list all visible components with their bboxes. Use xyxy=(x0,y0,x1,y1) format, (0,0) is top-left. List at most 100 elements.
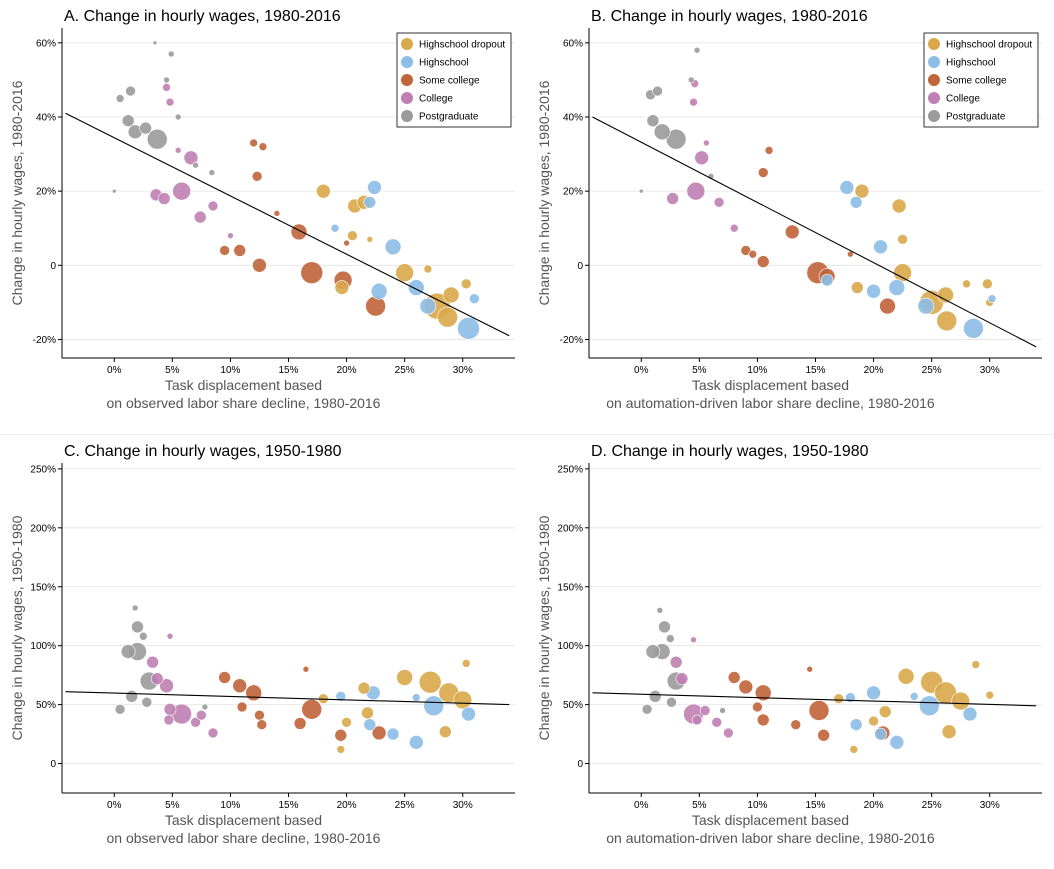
y-tick-label-c-2: 100% xyxy=(30,641,56,652)
point-d-36 xyxy=(971,660,981,669)
x-tick-label-d-0: 0% xyxy=(634,800,649,811)
fit-line-c xyxy=(65,691,510,706)
legend-swatch-b-0 xyxy=(928,38,940,50)
point-b-27 xyxy=(854,183,870,199)
point-d-39 xyxy=(845,692,856,703)
point-c-34 xyxy=(357,681,371,695)
legend-swatch-b-3 xyxy=(928,92,940,104)
panel-d: 0 50% 100% 150% 200% 250% 0% 5% 10% 15% 20% 25% 30% D… xyxy=(527,435,1054,869)
point-c-47 xyxy=(423,695,444,717)
point-c-29 xyxy=(371,725,387,741)
point-a-21 xyxy=(174,147,182,154)
x-tick-label-b-5: 25% xyxy=(922,365,942,376)
point-b-34 xyxy=(936,310,958,332)
point-b-42 xyxy=(866,283,881,299)
point-c-8 xyxy=(131,604,139,612)
point-b-21 xyxy=(764,146,774,155)
x-tick-label-c-6: 30% xyxy=(453,800,473,811)
point-b-7 xyxy=(638,188,644,194)
x-tick-label-d-1: 5% xyxy=(692,800,707,811)
y-tick-label-a-4: 60% xyxy=(36,38,56,49)
point-c-43 xyxy=(363,718,377,731)
point-d-10 xyxy=(669,655,683,669)
fit-line-a xyxy=(65,112,510,337)
point-c-10 xyxy=(146,655,159,669)
y-tick-label-d-2: 100% xyxy=(557,641,583,652)
point-d-8 xyxy=(656,607,664,614)
point-a-28 xyxy=(251,171,263,182)
point-a-22 xyxy=(227,232,234,239)
point-a-26 xyxy=(249,138,258,148)
point-d-7 xyxy=(641,704,653,715)
y-axis-label-a: Change in hourly wages, 1980-2016 xyxy=(9,80,25,305)
point-c-2 xyxy=(131,620,144,634)
point-c-23 xyxy=(236,701,248,713)
chart-title-a: A. Change in hourly wages, 1980-2016 xyxy=(64,8,341,25)
legend-b xyxy=(923,32,1039,128)
point-d-24 xyxy=(808,700,830,721)
point-a-40 xyxy=(395,263,414,283)
panel-c: 0 50% 100% 150% 200% 250% 0% 5% 10% 15% 20% 25% 30% C… xyxy=(0,435,527,869)
point-b-46 xyxy=(820,273,834,287)
point-c-30 xyxy=(302,665,310,673)
point-d-13 xyxy=(691,714,703,726)
point-b-36 xyxy=(982,278,993,290)
point-a-33 xyxy=(343,239,350,247)
point-d-45 xyxy=(962,706,978,722)
point-d-32 xyxy=(897,668,915,685)
point-d-44 xyxy=(919,695,940,717)
point-d-6 xyxy=(648,690,662,703)
point-c-32 xyxy=(341,716,352,728)
point-c-17 xyxy=(196,709,207,721)
point-c-45 xyxy=(386,727,400,741)
point-c-0 xyxy=(120,644,136,659)
legend-label-b-4: Postgraduate xyxy=(946,112,1006,123)
point-d-11 xyxy=(675,672,689,685)
point-a-51 xyxy=(407,279,425,296)
x-axis-label-line1-a: Task displacement based xyxy=(165,377,322,393)
legend-label-a-3: College xyxy=(419,94,453,105)
point-a-45 xyxy=(423,264,433,274)
point-c-40 xyxy=(439,725,452,739)
point-b-13 xyxy=(694,150,709,166)
x-axis-label-line2-a: on observed labor share decline, 1980-20… xyxy=(107,395,381,411)
point-d-41 xyxy=(866,685,881,701)
point-d-15 xyxy=(711,716,723,728)
y-tick-label-d-0: 0 xyxy=(577,759,583,770)
point-c-7 xyxy=(114,704,126,715)
point-d-46 xyxy=(909,692,919,701)
x-tick-label-c-4: 20% xyxy=(337,800,357,811)
point-c-26 xyxy=(293,717,307,730)
point-a-5 xyxy=(146,128,168,150)
point-c-49 xyxy=(411,693,421,702)
point-d-21 xyxy=(752,701,763,713)
point-b-20 xyxy=(757,167,769,178)
legend-label-b-2: Some college xyxy=(946,76,1007,87)
point-c-39 xyxy=(461,659,471,668)
point-a-32 xyxy=(365,295,386,317)
point-c-6 xyxy=(125,690,138,703)
panel-a: -20% 0 20% 40% 60% 0% 5% 10% 15% 20% 25% 30% A. Chan… xyxy=(0,0,527,434)
legend-label-a-0: Highschool dropout xyxy=(419,40,505,51)
x-tick-label-d-6: 30% xyxy=(980,800,1000,811)
y-axis-label-b: Change in hourly wages, 1980-2016 xyxy=(536,80,552,305)
x-axis-label-line1-c: Task displacement based xyxy=(165,812,322,828)
point-c-11 xyxy=(150,672,164,685)
point-a-42 xyxy=(437,306,458,328)
point-b-19 xyxy=(756,255,770,268)
y-tick-label-d-1: 50% xyxy=(563,700,583,711)
point-b-30 xyxy=(851,281,864,294)
point-b-6 xyxy=(693,46,701,54)
point-c-42 xyxy=(335,691,347,702)
point-a-39 xyxy=(334,280,350,295)
point-b-2 xyxy=(646,114,660,127)
point-c-19 xyxy=(166,632,174,640)
point-b-12 xyxy=(686,181,706,201)
legend-swatch-a-2 xyxy=(401,74,413,86)
chart-title-c: C. Change in hourly wages, 1950-1980 xyxy=(64,443,342,460)
x-tick-label-d-2: 10% xyxy=(747,800,767,811)
point-a-14 xyxy=(165,97,175,107)
point-d-25 xyxy=(817,728,830,742)
point-d-9 xyxy=(719,707,726,714)
x-tick-label-a-3: 15% xyxy=(278,365,298,376)
